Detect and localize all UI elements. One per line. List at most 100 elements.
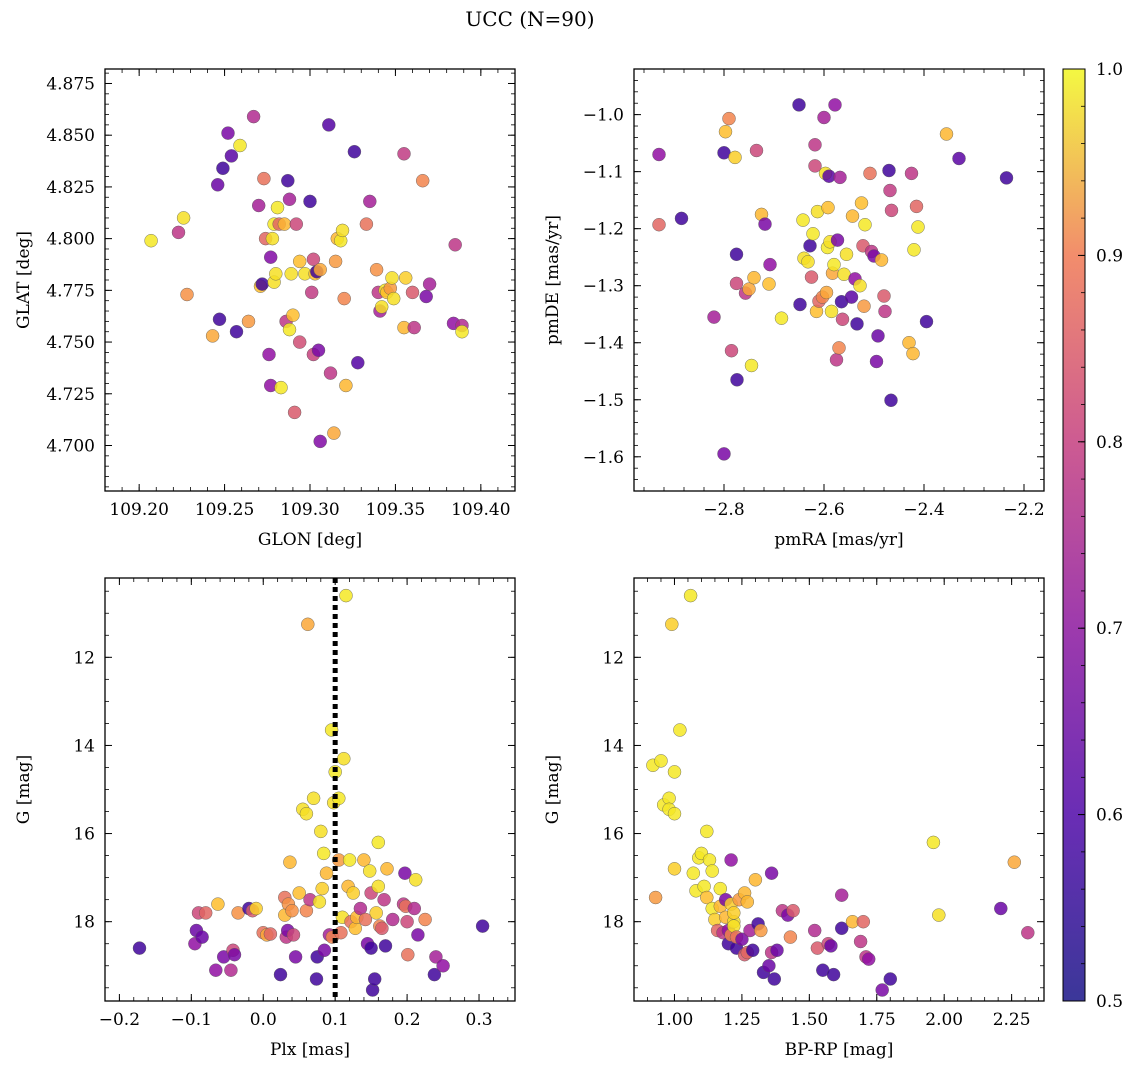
data-point	[764, 866, 779, 880]
data-point	[378, 939, 393, 953]
y-axis-label: pmDE [mas/yr]	[543, 215, 563, 345]
data-point	[853, 934, 868, 949]
panel-parallax-magnitude: −0.2 −0.1 0.0 0.1 0.2 0.3 12 14 16 18 Plx [mas] G […	[14, 577, 516, 1060]
y-ticks: 4.700 4.725 4.750 4.775 4.800 4.825 4.850 4.875	[46, 72, 515, 488]
data-point	[906, 346, 920, 361]
data-point	[911, 220, 925, 234]
data-point	[303, 194, 317, 209]
y-tick-label: 4.850	[46, 126, 95, 146]
x-tick-label: 0.0	[250, 1010, 277, 1030]
data-point	[262, 347, 276, 362]
scatter-points	[646, 588, 1035, 997]
data-point	[926, 835, 941, 850]
data-point	[211, 897, 225, 911]
data-point	[282, 322, 297, 337]
data-point	[314, 824, 328, 839]
scatter-points	[652, 98, 1014, 461]
data-point	[875, 983, 889, 997]
x-ticks: 109.20 109.25 109.30 109.35 109.40	[104, 69, 511, 520]
colorbar-tick-label: 0.9	[1096, 246, 1123, 266]
data-point	[648, 890, 663, 905]
data-point	[713, 881, 727, 896]
data-point	[171, 225, 186, 240]
data-point	[803, 239, 817, 253]
data-point	[878, 304, 892, 319]
data-point	[835, 921, 849, 935]
data-point	[455, 325, 469, 339]
data-point	[359, 217, 374, 231]
data-point	[652, 217, 666, 232]
data-point	[241, 314, 256, 329]
y-tick-label: 4.700	[46, 436, 95, 456]
data-point	[683, 588, 698, 603]
data-point	[862, 952, 876, 966]
y-tick-label: −1.2	[583, 220, 624, 240]
data-point	[342, 853, 357, 867]
data-point	[746, 943, 760, 957]
data-point	[857, 299, 871, 313]
data-point	[824, 939, 838, 953]
x-tick-label: −0.2	[99, 1010, 140, 1030]
x-tick-label: 0.2	[394, 1010, 421, 1030]
y-tick-label: −1.0	[583, 106, 624, 126]
data-point	[274, 380, 288, 395]
x-tick-label: −2.8	[703, 500, 744, 520]
data-point	[821, 200, 835, 215]
data-point	[883, 183, 897, 198]
data-point	[312, 895, 327, 909]
data-point	[229, 325, 244, 339]
data-point	[747, 271, 761, 285]
data-point	[724, 344, 739, 358]
data-point	[735, 932, 749, 946]
y-tick-label: 12	[73, 648, 95, 668]
data-point	[667, 765, 682, 779]
data-point	[667, 862, 682, 876]
data-point	[371, 835, 385, 850]
data-point	[409, 873, 423, 887]
data-point	[762, 277, 776, 291]
y-axis-label: G [mag]	[543, 755, 563, 824]
colorbar-tick-label: 0.7	[1096, 619, 1123, 639]
data-point	[786, 904, 800, 918]
x-tick-label: 2.00	[925, 1010, 963, 1030]
data-point	[323, 366, 338, 380]
data-point	[255, 277, 269, 291]
colorbar-tick-label: 0.6	[1096, 806, 1123, 826]
data-point	[375, 921, 389, 935]
data-point	[808, 138, 822, 152]
data-point	[233, 138, 247, 153]
data-point	[883, 972, 897, 986]
y-ticks: −1.6 −1.5 −1.4 −1.3 −1.2 −1.1 −1.0	[583, 80, 1044, 480]
x-tick-label: 109.25	[195, 500, 254, 520]
data-point	[363, 864, 377, 878]
data-point	[717, 447, 731, 461]
data-point	[705, 864, 719, 878]
data-point	[273, 967, 288, 982]
data-point	[363, 194, 377, 209]
y-tick-label: 4.825	[46, 178, 95, 198]
x-ticks: 1.00 1.25 1.50 1.75 2.00 2.25	[633, 578, 1040, 1030]
data-point	[289, 217, 303, 231]
data-point	[994, 901, 1008, 916]
data-point	[774, 311, 789, 325]
data-point	[400, 915, 414, 929]
x-ticks: −0.2 −0.1 0.0 0.1 0.2 0.3	[99, 578, 509, 1030]
axes-frame	[633, 68, 1045, 492]
scatter-points	[132, 588, 490, 997]
data-point	[301, 617, 315, 631]
data-point	[673, 723, 687, 737]
data-point	[385, 271, 399, 285]
data-point	[884, 203, 899, 218]
y-tick-label: 4.800	[46, 230, 95, 250]
y-ticks: 12 14 16 18	[602, 590, 1044, 989]
data-point	[346, 886, 360, 900]
data-point	[853, 279, 867, 293]
data-point	[758, 217, 772, 231]
data-point	[299, 807, 314, 821]
data-point	[369, 263, 384, 277]
y-tick-label: 4.875	[46, 74, 95, 94]
y-tick-label: −1.1	[583, 163, 624, 183]
data-point	[322, 118, 336, 132]
data-point	[727, 919, 741, 933]
data-point	[224, 149, 239, 163]
